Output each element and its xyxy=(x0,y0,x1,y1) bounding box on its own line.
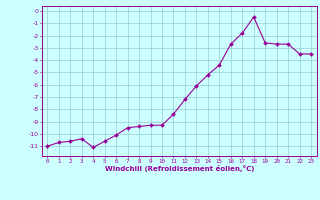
X-axis label: Windchill (Refroidissement éolien,°C): Windchill (Refroidissement éolien,°C) xyxy=(105,165,254,172)
